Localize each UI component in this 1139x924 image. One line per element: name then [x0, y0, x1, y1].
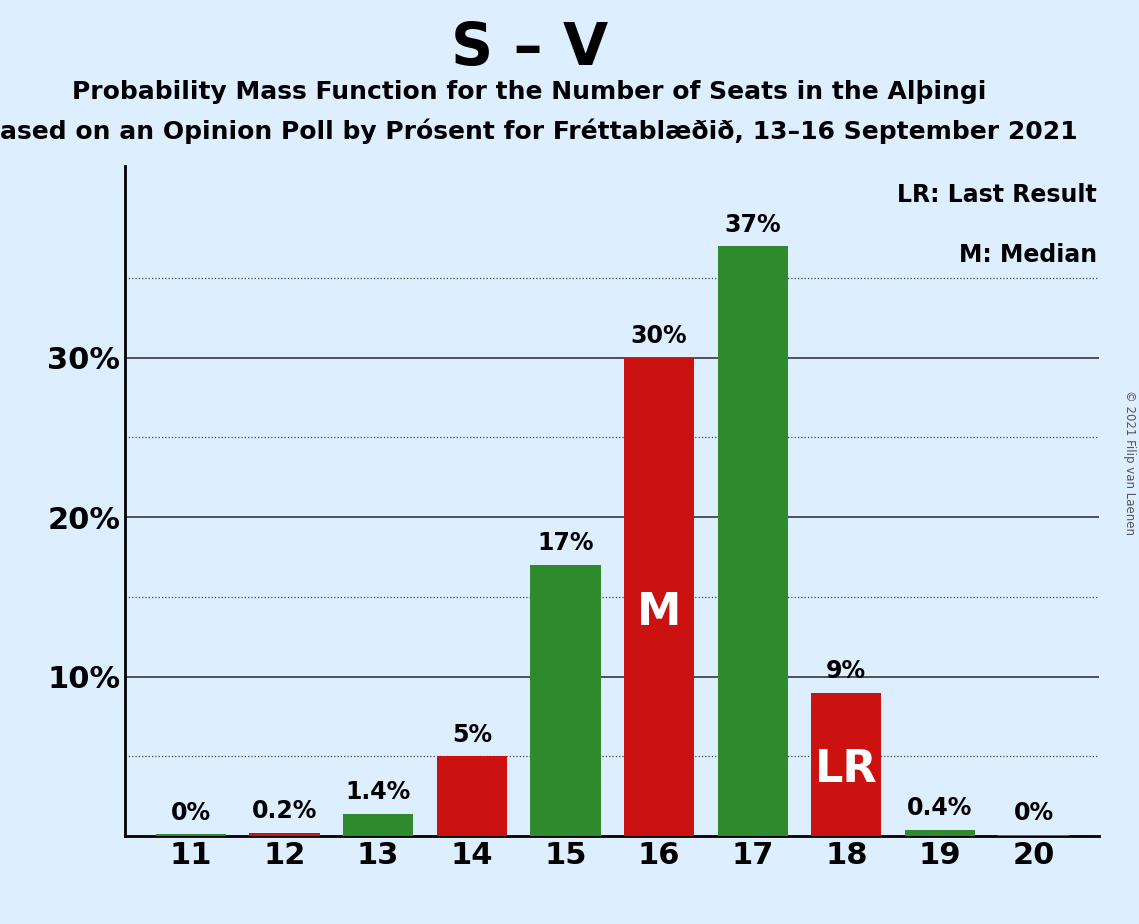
Bar	[531, 565, 600, 836]
Text: 37%: 37%	[724, 213, 781, 237]
Text: S – V: S – V	[451, 20, 608, 78]
Bar	[249, 833, 320, 836]
Text: Probability Mass Function for the Number of Seats in the Alþingi: Probability Mass Function for the Number…	[73, 80, 986, 104]
Text: M: Median: M: Median	[959, 243, 1097, 267]
Text: LR: Last Result: LR: Last Result	[898, 183, 1097, 207]
Bar	[811, 693, 882, 836]
Bar	[718, 246, 788, 836]
Text: 9%: 9%	[826, 659, 867, 683]
Bar	[156, 834, 226, 836]
Text: 30%: 30%	[631, 324, 687, 348]
Bar	[343, 814, 413, 836]
Text: 5%: 5%	[452, 723, 492, 747]
Bar	[624, 358, 694, 836]
Text: 0.2%: 0.2%	[252, 799, 317, 823]
Text: Based on an Opinion Poll by Prósent for Fréttablæðið, 13–16 September 2021: Based on an Opinion Poll by Prósent for …	[0, 118, 1077, 144]
Text: 1.4%: 1.4%	[345, 781, 411, 804]
Text: 0.4%: 0.4%	[908, 796, 973, 821]
Text: 0%: 0%	[1014, 801, 1054, 825]
Text: 17%: 17%	[538, 531, 593, 555]
Text: 0%: 0%	[171, 801, 211, 825]
Bar	[436, 757, 507, 836]
Text: © 2021 Filip van Laenen: © 2021 Filip van Laenen	[1123, 390, 1137, 534]
Text: LR: LR	[816, 748, 878, 791]
Text: M: M	[637, 591, 681, 635]
Bar	[999, 834, 1068, 836]
Bar	[904, 830, 975, 836]
